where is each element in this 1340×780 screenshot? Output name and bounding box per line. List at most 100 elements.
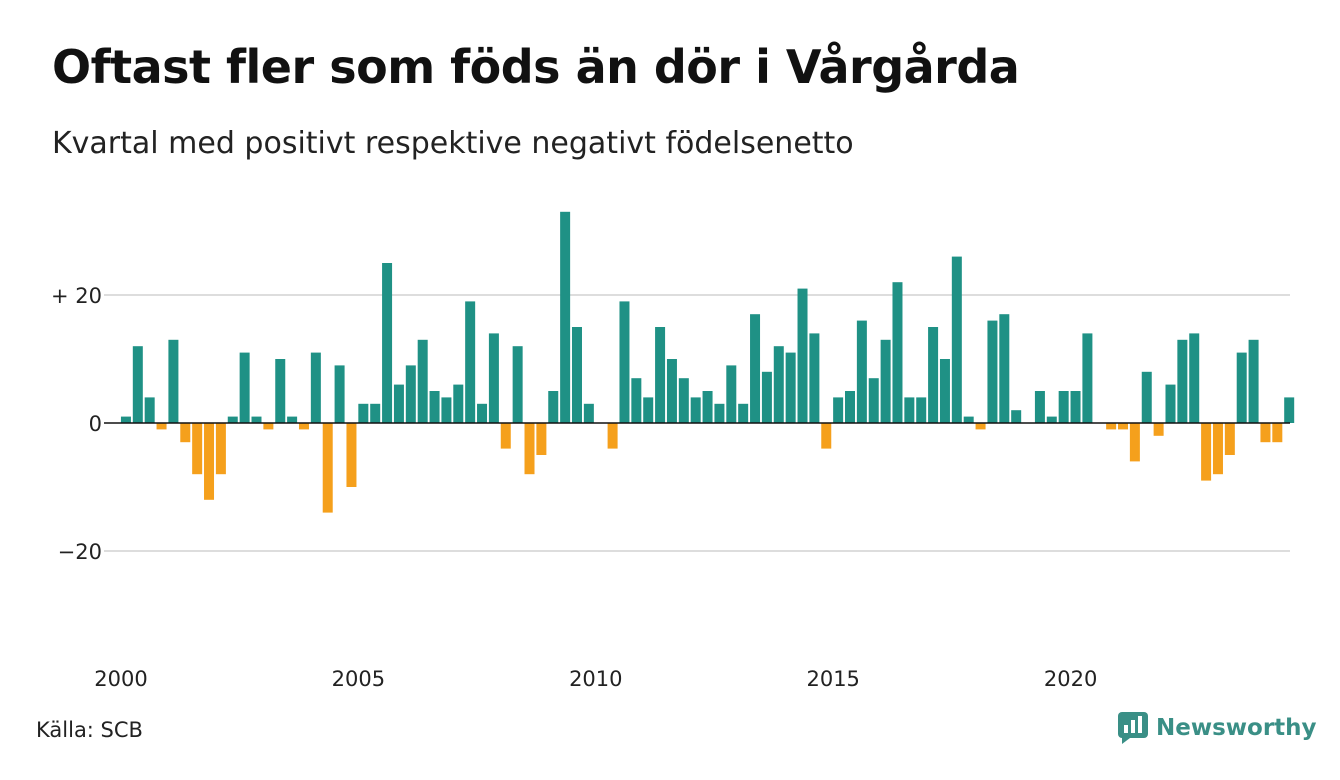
bar-2018-q1 (975, 423, 986, 430)
y-tick-label: −20 (58, 540, 102, 564)
bar-2022-q1 (1165, 384, 1176, 423)
bar-2021-q2 (1129, 423, 1140, 462)
bar-2016-q4 (916, 397, 927, 423)
bar-2015-q4 (868, 378, 879, 423)
bar-2008-q1 (500, 423, 511, 449)
bar-2006-q2 (417, 339, 428, 423)
bar-2013-q3 (761, 371, 772, 423)
bar-chart: + 20 0 −20 2000 2005 2010 2015 2020 (51, 211, 1295, 691)
bar-2007-q1 (453, 384, 464, 423)
bar-2020-q2 (1082, 333, 1093, 423)
bar-2006-q1 (405, 365, 416, 423)
bar-2019-q3 (1046, 416, 1057, 423)
bar-2023-q2 (1224, 423, 1235, 455)
bar-2000-q1 (120, 416, 131, 423)
bar-2014-q2 (797, 288, 808, 423)
bar-2017-q2 (939, 359, 950, 423)
bar-2013-q4 (773, 346, 784, 423)
brand-logo: Newsworthy (1118, 712, 1317, 744)
bar-2012-q2 (702, 391, 713, 423)
chart-subtitle: Kvartal med positivt respektive negativt… (52, 126, 854, 161)
chart-title: Oftast fler som föds än dör i Vårgårda (52, 40, 1020, 94)
bar-2012-q1 (690, 397, 701, 423)
bar-2011-q4 (678, 378, 689, 423)
bar-2004-q2 (322, 423, 333, 513)
bar-2005-q4 (393, 384, 404, 423)
bar-2023-q3 (1236, 352, 1247, 423)
bar-2000-q3 (144, 397, 155, 423)
bar-2011-q2 (655, 327, 666, 423)
bar-2005-q1 (358, 403, 369, 423)
bar-2023-q1 (1212, 423, 1223, 475)
bar-2018-q2 (987, 320, 998, 423)
bar-2011-q3 (666, 359, 677, 423)
bar-2021-q3 (1141, 371, 1152, 423)
bar-2012-q4 (726, 365, 737, 423)
bar-2022-q4 (1201, 423, 1212, 481)
bar-2006-q4 (441, 397, 452, 423)
bar-2016-q3 (904, 397, 915, 423)
bar-2008-q3 (524, 423, 535, 475)
bar-2018-q4 (1011, 410, 1022, 423)
bar-2013-q1 (738, 403, 749, 423)
bar-2018-q3 (999, 314, 1010, 423)
bar-2020-q1 (1070, 391, 1081, 423)
bar-2008-q2 (512, 346, 523, 423)
bar-2003-q4 (298, 423, 309, 430)
bar-2009-q3 (571, 327, 582, 423)
bar-2001-q1 (168, 339, 179, 423)
bar-2007-q4 (488, 333, 499, 423)
bar-2002-q4 (251, 416, 262, 423)
bar-2001-q3 (192, 423, 203, 475)
x-tick-label: 2005 (332, 667, 385, 691)
y-axis-ticks: + 20 0 −20 (51, 284, 102, 564)
bar-2007-q2 (465, 301, 476, 423)
bar-2004-q3 (334, 365, 345, 423)
bar-2006-q3 (429, 391, 440, 423)
grid-lines (104, 294, 1290, 552)
bar-2024-q3 (1284, 397, 1295, 423)
bar-2005-q2 (370, 403, 381, 423)
bar-2011-q1 (643, 397, 654, 423)
bar-2024-q1 (1260, 423, 1271, 443)
bar-2015-q1 (833, 397, 844, 423)
bar-2014-q4 (821, 423, 832, 449)
bar-2010-q4 (631, 378, 642, 423)
bar-2020-q4 (1106, 423, 1117, 430)
brand-name: Newsworthy (1156, 715, 1317, 741)
x-tick-label: 2010 (569, 667, 622, 691)
bar-2003-q1 (263, 423, 274, 430)
bar-2017-q4 (963, 416, 974, 423)
bar-2008-q4 (536, 423, 547, 455)
y-tick-label: 0 (89, 412, 102, 436)
bar-2019-q4 (1058, 391, 1069, 423)
x-tick-label: 2000 (94, 667, 147, 691)
bar-2002-q3 (239, 352, 250, 423)
bar-2001-q2 (180, 423, 191, 443)
bar-2012-q3 (714, 403, 725, 423)
bar-2013-q2 (750, 314, 761, 423)
bar-2000-q4 (156, 423, 167, 430)
bar-2000-q2 (132, 346, 143, 423)
bar-2014-q1 (785, 352, 796, 423)
bar-2009-q4 (583, 403, 594, 423)
bar-2003-q3 (287, 416, 298, 423)
bar-2010-q2 (607, 423, 618, 449)
bar-2017-q3 (951, 256, 962, 423)
bar-2022-q3 (1189, 333, 1200, 423)
x-tick-label: 2020 (1044, 667, 1097, 691)
x-tick-label: 2015 (806, 667, 859, 691)
bar-2003-q2 (275, 359, 286, 423)
bar-2015-q2 (845, 391, 855, 423)
bar-2022-q2 (1177, 339, 1188, 423)
bar-2014-q3 (809, 333, 820, 423)
bar-2009-q2 (560, 211, 571, 423)
bar-2023-q4 (1248, 339, 1259, 423)
bar-2002-q2 (227, 416, 238, 423)
bar-2019-q2 (1034, 391, 1045, 423)
bar-2015-q3 (856, 320, 867, 423)
bar-2005-q3 (382, 263, 393, 423)
bar-2001-q4 (204, 423, 215, 500)
bar-2024-q2 (1272, 423, 1283, 443)
bar-2010-q3 (619, 301, 630, 423)
